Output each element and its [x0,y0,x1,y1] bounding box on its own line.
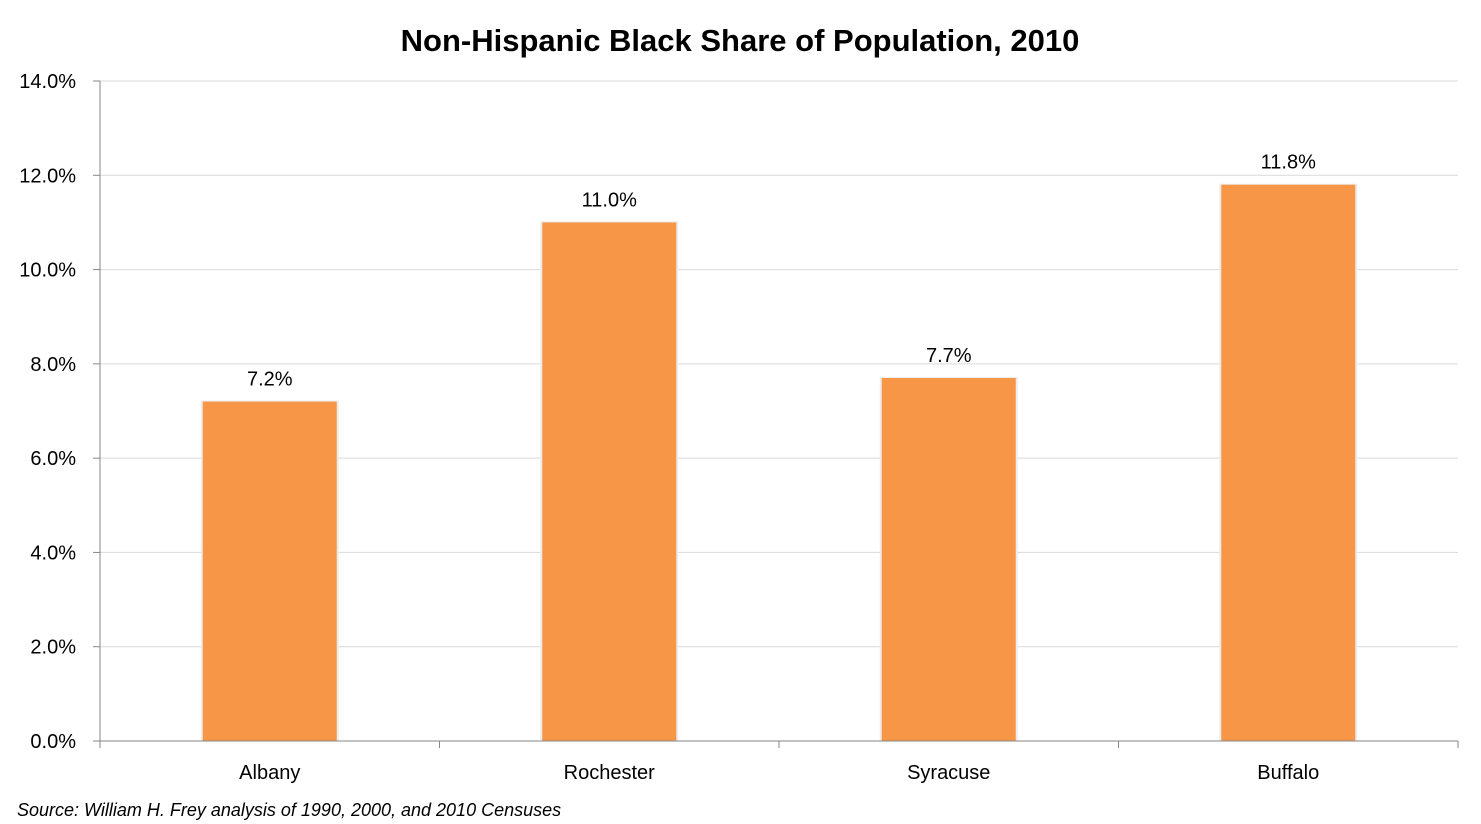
data-label: 7.2% [247,369,293,391]
data-label: 11.8% [1261,152,1316,174]
data-label: 7.7% [926,345,972,367]
y-tick-label: 6.0% [30,448,76,470]
x-tick-label: Syracuse [907,762,990,784]
y-tick-label: 0.0% [30,731,76,753]
y-tick-label: 8.0% [30,354,76,376]
labels: 0.0% 2.0% 4.0% 6.0% 8.0% 10.0% 12.0% 14.0% 7.2% A… [19,71,1319,784]
y-tick-label: 4.0% [30,542,76,564]
bar-albany [202,401,337,741]
y-tick-label: 12.0% [19,165,76,187]
y-tick-label: 14.0% [19,71,76,93]
axes [93,80,1459,748]
source-note: Source: William H. Frey analysis of 1990… [17,800,561,820]
bar-rochester [542,222,677,741]
y-tick-label: 10.0% [19,260,76,282]
x-tick-label: Albany [239,762,300,784]
bar-buffalo [1221,184,1356,741]
x-tick-label: Buffalo [1257,762,1319,784]
data-label: 11.0% [582,189,637,211]
bar-syracuse [881,378,1016,741]
bars [200,183,1358,741]
y-tick-label: 2.0% [30,637,76,659]
x-tick-label: Rochester [564,762,655,784]
chart-title: Non-Hispanic Black Share of Population, … [401,23,1080,58]
